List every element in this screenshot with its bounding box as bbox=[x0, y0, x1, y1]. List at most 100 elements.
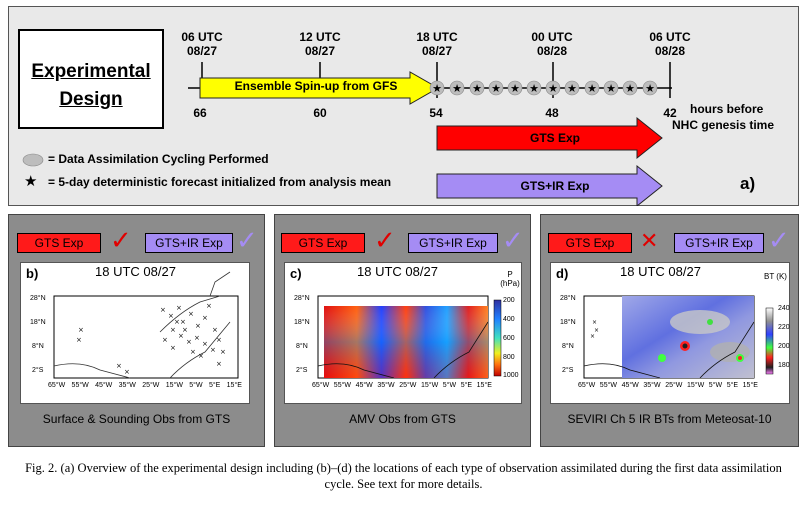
panel-b-map bbox=[20, 262, 250, 404]
timeline-graphic: ★ ★ ★ ★ ★ ★ ★ ★ ★ ★ ★ ★ bbox=[22, 62, 672, 206]
design-title-line1: Experimental bbox=[31, 61, 151, 82]
hour-54: 54 bbox=[429, 106, 443, 120]
svg-text:×: × bbox=[124, 368, 130, 376]
svg-text:×: × bbox=[220, 348, 226, 356]
svg-text:×: × bbox=[170, 326, 176, 334]
panel-c-cbar-200: 200 bbox=[503, 297, 515, 304]
svg-text:×: × bbox=[195, 322, 201, 330]
panel-d-label: d) bbox=[556, 266, 569, 281]
svg-text:★: ★ bbox=[645, 82, 655, 95]
svg-text:★: ★ bbox=[606, 82, 616, 95]
panel-c-cbar-400: 400 bbox=[503, 316, 515, 323]
panel-c-gts-badge: GTS Exp bbox=[281, 233, 365, 253]
timeline-label-1: 06 UTC 08/27 bbox=[181, 30, 223, 58]
star-icon: ★ bbox=[24, 173, 38, 190]
design-title-line2: Design bbox=[59, 89, 123, 110]
hours-before-label: hours before bbox=[690, 102, 764, 116]
panel-c-lon-axis: 65°W 55°W 45°W 35°W 25°W 15°W 5°W 5°E 15°E bbox=[312, 382, 492, 389]
svg-text:×: × bbox=[202, 340, 208, 348]
legend-cycling: = Data Assimilation Cycling Performed bbox=[48, 152, 269, 166]
panel-c-label: c) bbox=[290, 266, 302, 281]
panel-b-label: b) bbox=[26, 266, 39, 281]
svg-text:×: × bbox=[592, 319, 597, 326]
panel-d-cbar-180: 180 bbox=[778, 362, 790, 369]
svg-text:★: ★ bbox=[587, 82, 597, 95]
panel-b-map-plot: ×××× ×××× ×× ×× ×××× ×××× ×××× ×××× bbox=[53, 271, 239, 379]
legend-forecast: = 5-day deterministic forecast initializ… bbox=[48, 175, 392, 189]
panel-d-lat-28: 28°N bbox=[560, 295, 576, 302]
panel-c-gtsir-badge: GTS+IR Exp bbox=[408, 233, 498, 253]
panel-d-gts-cross-icon: ✕ bbox=[640, 229, 659, 254]
panel-d-caption: SEVIRI Ch 5 IR BTs from Meteosat-10 bbox=[567, 412, 772, 426]
panel-c-gts-check-icon: ✓ bbox=[374, 226, 396, 256]
panel-c-cbar-title: P (hPa) bbox=[500, 270, 520, 288]
figure-caption-text: (a) Overview of the experimental design … bbox=[60, 461, 782, 491]
panel-d-map-plot: ××× bbox=[583, 295, 774, 379]
hour-66: 66 bbox=[193, 106, 207, 120]
panel-b-lon-axis: 65°W 55°W 45°W 35°W 25°W 15°W 5°W 5°E 15°E bbox=[48, 382, 242, 389]
svg-text:×: × bbox=[116, 362, 122, 370]
panel-b-gtsir-check-icon: ✓ bbox=[236, 226, 258, 256]
panel-b-lat-8: 8°N bbox=[32, 343, 44, 350]
panel-d-cbar-200: 200 bbox=[778, 343, 790, 350]
panel-d-gtsir-badge: GTS+IR Exp bbox=[674, 233, 764, 253]
timeline-label-3: 18 UTC 08/27 bbox=[416, 30, 458, 58]
panel-c-cbar-600: 600 bbox=[503, 335, 515, 342]
panel-d-lat-2: 2°S bbox=[562, 367, 574, 374]
svg-text:×: × bbox=[168, 312, 174, 320]
timeline-label-5: 06 UTC 08/28 bbox=[649, 30, 691, 58]
panel-a-label: a) bbox=[740, 174, 756, 193]
panel-c-map-plot bbox=[317, 295, 502, 379]
svg-text:×: × bbox=[160, 306, 166, 314]
svg-text:×: × bbox=[182, 326, 188, 334]
panel-c-caption: AMV Obs from GTS bbox=[349, 412, 456, 426]
svg-text:×: × bbox=[162, 336, 168, 344]
panel-d-cbar-240: 240 bbox=[778, 305, 790, 312]
genesis-time-label: NHC genesis time bbox=[672, 118, 775, 132]
svg-text:×: × bbox=[216, 360, 222, 368]
gts-exp-arrow-label: GTS Exp bbox=[529, 131, 580, 145]
panel-d-time: 18 UTC 08/27 bbox=[620, 264, 701, 279]
svg-text:★: ★ bbox=[548, 82, 558, 95]
panel-c-gtsir-check-icon: ✓ bbox=[502, 226, 524, 256]
spinup-label: Ensemble Spin-up from GFS bbox=[234, 79, 398, 93]
panel-c-lat-28: 28°N bbox=[294, 295, 310, 302]
panel-c-lat-18: 18°N bbox=[294, 319, 310, 326]
panel-c-lat-2: 2°S bbox=[296, 367, 308, 374]
svg-text:×: × bbox=[190, 348, 196, 356]
svg-text:×: × bbox=[202, 314, 208, 322]
svg-text:×: × bbox=[216, 336, 222, 344]
hour-48: 48 bbox=[545, 106, 559, 120]
svg-text:★: ★ bbox=[452, 82, 462, 95]
figure-number: Fig. 2. bbox=[25, 461, 58, 475]
panel-d-lat-18: 18°N bbox=[560, 319, 576, 326]
panel-d-lon-axis: 65°W 55°W 45°W 35°W 25°W 15°W 5°W 5°E 15°E bbox=[578, 382, 758, 389]
panel-d-lat-8: 8°N bbox=[562, 343, 574, 350]
panel-b-lat-28: 28°N bbox=[30, 295, 46, 302]
panel-b-gtsir-badge: GTS+IR Exp bbox=[145, 233, 233, 253]
panel-b-time: 18 UTC 08/27 bbox=[95, 264, 176, 279]
svg-text:★: ★ bbox=[472, 82, 482, 95]
gtsir-exp-arrow-label: GTS+IR Exp bbox=[520, 179, 590, 193]
svg-text:★: ★ bbox=[510, 82, 520, 95]
svg-text:×: × bbox=[76, 336, 82, 344]
panel-b-lat-2: 2°S bbox=[32, 367, 44, 374]
panel-d-gtsir-check-icon: ✓ bbox=[768, 226, 790, 256]
svg-text:★: ★ bbox=[491, 82, 501, 95]
svg-text:×: × bbox=[174, 318, 180, 326]
hour-60: 60 bbox=[313, 106, 327, 120]
panel-b-lat-18: 18°N bbox=[30, 319, 46, 326]
hour-42: 42 bbox=[663, 106, 677, 120]
panel-b-gts-check-icon: ✓ bbox=[110, 226, 132, 256]
svg-text:★: ★ bbox=[432, 82, 442, 95]
design-title-box: Experimental Design bbox=[18, 29, 164, 129]
svg-text:★: ★ bbox=[625, 82, 635, 95]
panel-d-gts-badge: GTS Exp bbox=[548, 233, 632, 253]
svg-text:×: × bbox=[594, 327, 599, 334]
svg-text:×: × bbox=[206, 302, 212, 310]
svg-text:×: × bbox=[186, 338, 192, 346]
panel-c-lat-8: 8°N bbox=[296, 343, 308, 350]
svg-text:×: × bbox=[198, 352, 204, 360]
svg-text:×: × bbox=[212, 326, 218, 334]
panel-d-cbar-220: 220 bbox=[778, 324, 790, 331]
